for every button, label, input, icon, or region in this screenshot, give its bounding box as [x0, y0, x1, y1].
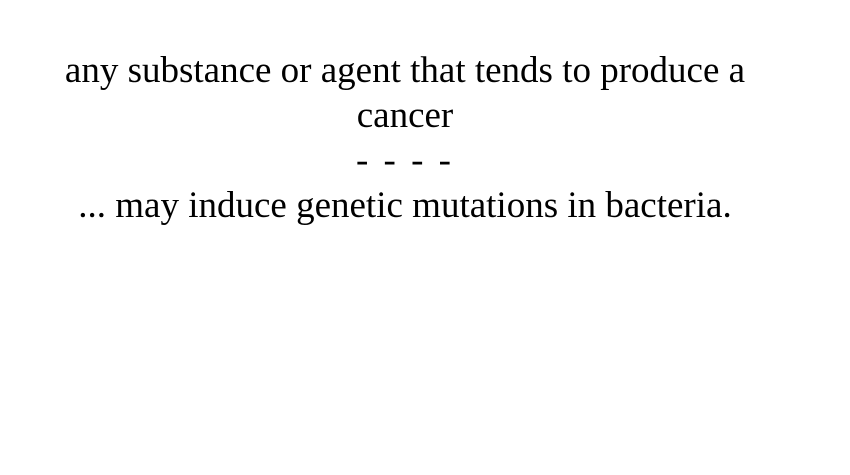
definition-text: any substance or agent that tends to pro… — [64, 50, 746, 136]
example-sentence: ... may induce genetic mutations in bact… — [78, 185, 732, 226]
flashcard: any substance or agent that tends to pro… — [64, 50, 746, 226]
separator: - - - - — [355, 140, 455, 181]
